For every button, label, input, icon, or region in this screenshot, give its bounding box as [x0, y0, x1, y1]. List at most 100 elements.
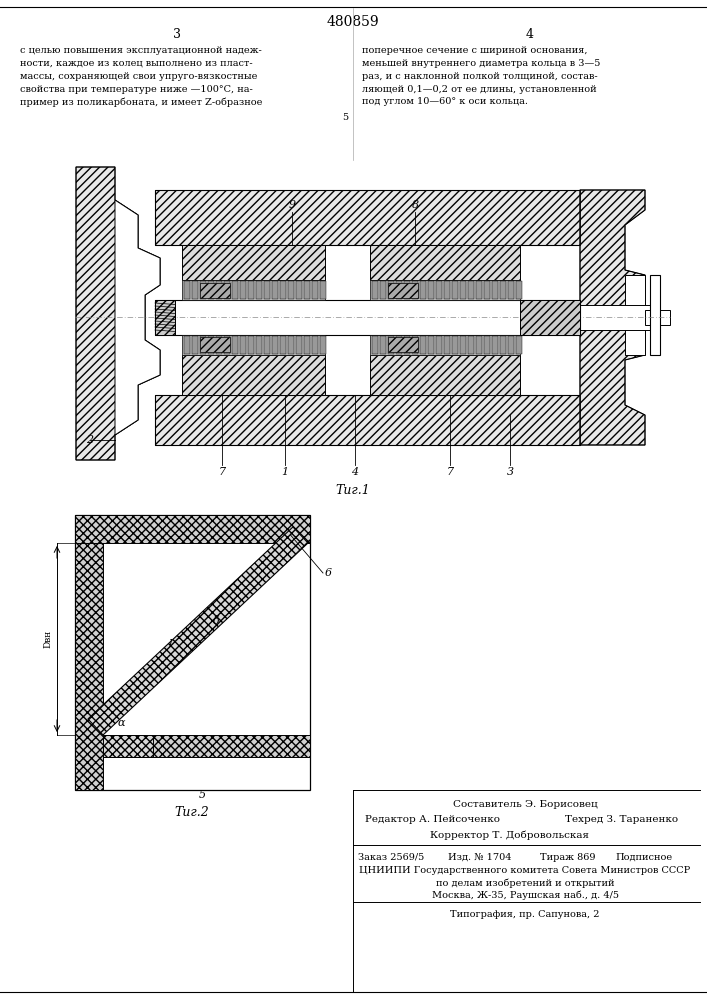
Polygon shape — [75, 543, 103, 790]
Text: Редактор А. Пейсоченко: Редактор А. Пейсоченко — [365, 815, 500, 824]
Polygon shape — [460, 336, 466, 354]
Polygon shape — [288, 281, 294, 299]
Text: с целью повышения эксплуатационной надеж-
ности, каждое из колец выполнено из пл: с целью повышения эксплуатационной надеж… — [20, 46, 262, 107]
Polygon shape — [460, 281, 466, 299]
Polygon shape — [500, 336, 506, 354]
Polygon shape — [288, 336, 294, 354]
Text: Москва, Ж-35, Раушская наб., д. 4/5: Москва, Ж-35, Раушская наб., д. 4/5 — [431, 890, 619, 900]
Polygon shape — [155, 190, 580, 245]
Polygon shape — [232, 336, 238, 354]
Text: ЦНИИПИ Государственного комитета Совета Министров СССР: ЦНИИПИ Государственного комитета Совета … — [359, 866, 691, 875]
Polygon shape — [370, 245, 520, 280]
Polygon shape — [388, 281, 394, 299]
Polygon shape — [272, 336, 278, 354]
Text: Заказ 2569/5: Заказ 2569/5 — [358, 853, 424, 862]
Polygon shape — [280, 336, 286, 354]
Text: 3: 3 — [173, 28, 181, 41]
Polygon shape — [468, 336, 474, 354]
Polygon shape — [224, 281, 230, 299]
Text: α: α — [117, 718, 124, 728]
Text: Техред З. Тараненко: Техред З. Тараненко — [565, 815, 678, 824]
Polygon shape — [182, 280, 325, 300]
Polygon shape — [182, 245, 325, 280]
Text: Dвн: Dвн — [43, 630, 52, 648]
Polygon shape — [396, 336, 402, 354]
Polygon shape — [380, 281, 386, 299]
Text: 480859: 480859 — [327, 15, 380, 29]
Polygon shape — [155, 395, 580, 445]
Polygon shape — [248, 281, 254, 299]
Polygon shape — [115, 200, 160, 435]
Text: 2: 2 — [86, 435, 93, 445]
Polygon shape — [264, 281, 270, 299]
Polygon shape — [388, 336, 394, 354]
Polygon shape — [232, 281, 238, 299]
Polygon shape — [492, 336, 498, 354]
Polygon shape — [476, 281, 482, 299]
Polygon shape — [625, 275, 645, 355]
Polygon shape — [388, 337, 418, 352]
Polygon shape — [88, 527, 308, 735]
Polygon shape — [468, 281, 474, 299]
Polygon shape — [500, 281, 506, 299]
Polygon shape — [155, 300, 580, 335]
Polygon shape — [192, 336, 198, 354]
Text: 5: 5 — [342, 113, 348, 122]
Polygon shape — [320, 336, 326, 354]
Text: 1: 1 — [281, 467, 288, 477]
Polygon shape — [516, 336, 522, 354]
Text: Тираж 869: Тираж 869 — [540, 853, 595, 862]
Text: Подписное: Подписное — [615, 853, 672, 862]
Text: δ: δ — [213, 616, 220, 626]
Polygon shape — [240, 336, 246, 354]
Polygon shape — [75, 515, 310, 543]
Polygon shape — [192, 281, 198, 299]
Polygon shape — [404, 281, 410, 299]
Polygon shape — [436, 281, 442, 299]
Polygon shape — [452, 336, 458, 354]
Text: l: l — [169, 639, 173, 649]
Polygon shape — [476, 336, 482, 354]
Polygon shape — [296, 281, 302, 299]
Polygon shape — [484, 281, 490, 299]
Polygon shape — [200, 336, 206, 354]
Polygon shape — [256, 281, 262, 299]
Polygon shape — [182, 355, 325, 395]
Polygon shape — [508, 336, 514, 354]
Text: 9: 9 — [288, 200, 296, 210]
Polygon shape — [388, 283, 418, 298]
Polygon shape — [444, 336, 450, 354]
Polygon shape — [580, 305, 650, 330]
Polygon shape — [370, 355, 520, 395]
Polygon shape — [296, 336, 302, 354]
Polygon shape — [304, 281, 310, 299]
Polygon shape — [224, 336, 230, 354]
Text: 8: 8 — [411, 200, 419, 210]
Polygon shape — [76, 167, 160, 460]
Polygon shape — [200, 337, 230, 352]
Polygon shape — [216, 281, 222, 299]
Polygon shape — [645, 310, 670, 325]
Polygon shape — [280, 281, 286, 299]
Text: 6: 6 — [325, 568, 332, 578]
Polygon shape — [182, 335, 325, 355]
Polygon shape — [103, 735, 310, 757]
Polygon shape — [256, 336, 262, 354]
Text: 4: 4 — [351, 467, 358, 477]
Polygon shape — [420, 336, 426, 354]
Polygon shape — [492, 281, 498, 299]
Polygon shape — [184, 281, 190, 299]
Polygon shape — [103, 735, 153, 757]
Polygon shape — [580, 190, 645, 445]
Polygon shape — [372, 336, 378, 354]
Polygon shape — [508, 281, 514, 299]
Polygon shape — [436, 336, 442, 354]
Polygon shape — [272, 281, 278, 299]
Text: 7: 7 — [446, 467, 454, 477]
Polygon shape — [484, 336, 490, 354]
Polygon shape — [320, 281, 326, 299]
Polygon shape — [452, 281, 458, 299]
Polygon shape — [372, 281, 378, 299]
Text: 5: 5 — [199, 790, 206, 800]
Polygon shape — [396, 281, 402, 299]
